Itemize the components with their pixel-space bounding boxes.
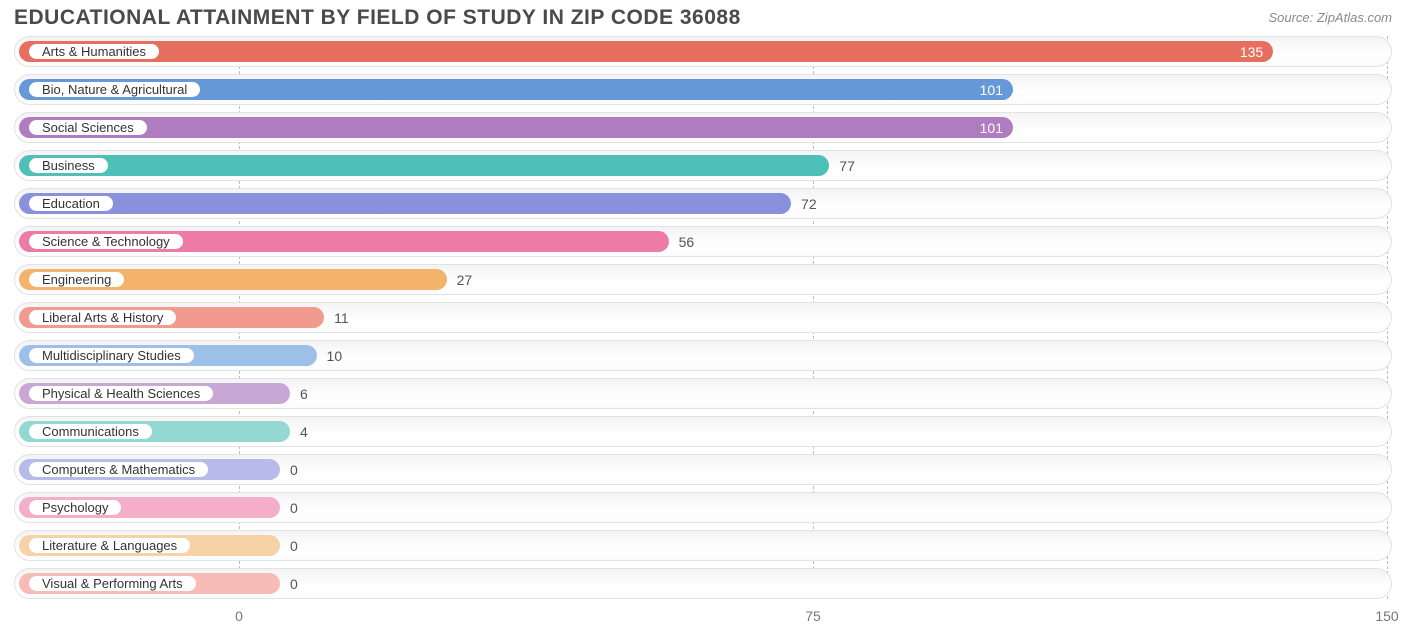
- x-tick-label: 75: [805, 608, 821, 624]
- bar-fill: [19, 155, 829, 176]
- bar-row: Liberal Arts & History 11: [14, 302, 1392, 333]
- category-pill: Visual & Performing Arts: [27, 574, 198, 593]
- bar-value-label: 10: [327, 341, 343, 370]
- bar-row: Social Sciences 101: [14, 112, 1392, 143]
- bar-fill: [19, 193, 791, 214]
- bar-row: Science & Technology 56: [14, 226, 1392, 257]
- bar-row: Visual & Performing Arts 0: [14, 568, 1392, 599]
- bar-fill: [19, 117, 1013, 138]
- category-pill: Arts & Humanities: [27, 42, 161, 61]
- bar-value-label: 0: [290, 455, 298, 484]
- category-pill: Literature & Languages: [27, 536, 192, 555]
- bar-row: Communications 4: [14, 416, 1392, 447]
- category-pill: Engineering: [27, 270, 126, 289]
- bar-row: Engineering 27: [14, 264, 1392, 295]
- bar-value-label: 0: [290, 493, 298, 522]
- category-pill: Communications: [27, 422, 154, 441]
- bar-value-label: 101: [980, 75, 1003, 104]
- bar-rows: Arts & Humanities 135 Bio, Nature & Agricu…: [14, 36, 1392, 599]
- category-pill: Multidisciplinary Studies: [27, 346, 196, 365]
- bar-row: Bio, Nature & Agricultural 101: [14, 74, 1392, 105]
- bar-value-label: 77: [839, 151, 855, 180]
- bar-value-label: 6: [300, 379, 308, 408]
- bar-row: Computers & Mathematics 0: [14, 454, 1392, 485]
- x-tick-label: 150: [1375, 608, 1398, 624]
- category-pill: Computers & Mathematics: [27, 460, 210, 479]
- category-pill: Education: [27, 194, 115, 213]
- bar-row: Multidisciplinary Studies 10: [14, 340, 1392, 371]
- bar-value-label: 4: [300, 417, 308, 446]
- bar-value-label: 27: [457, 265, 473, 294]
- bar-value-label: 11: [334, 303, 349, 332]
- bar-row: Physical & Health Sciences 6: [14, 378, 1392, 409]
- bar-row: Arts & Humanities 135: [14, 36, 1392, 67]
- header: EDUCATIONAL ATTAINMENT BY FIELD OF STUDY…: [0, 0, 1406, 30]
- chart-area: Arts & Humanities 135 Bio, Nature & Agricu…: [14, 36, 1392, 632]
- category-pill: Science & Technology: [27, 232, 185, 251]
- bar-row: Psychology 0: [14, 492, 1392, 523]
- bar-value-label: 101: [980, 113, 1003, 142]
- bar-fill: [19, 41, 1273, 62]
- category-pill: Liberal Arts & History: [27, 308, 178, 327]
- bar-row: Business 77: [14, 150, 1392, 181]
- bar-row: Literature & Languages 0: [14, 530, 1392, 561]
- bar-value-label: 0: [290, 569, 298, 598]
- category-pill: Social Sciences: [27, 118, 149, 137]
- x-axis: 075150: [14, 606, 1392, 632]
- category-pill: Physical & Health Sciences: [27, 384, 215, 403]
- chart-title: EDUCATIONAL ATTAINMENT BY FIELD OF STUDY…: [14, 6, 741, 30]
- bar-value-label: 135: [1240, 37, 1263, 66]
- x-tick-label: 0: [235, 608, 243, 624]
- category-pill: Business: [27, 156, 110, 175]
- bar-value-label: 56: [679, 227, 695, 256]
- bar-row: Education 72: [14, 188, 1392, 219]
- source-attribution: Source: ZipAtlas.com: [1268, 6, 1392, 25]
- category-pill: Bio, Nature & Agricultural: [27, 80, 202, 99]
- bar-value-label: 0: [290, 531, 298, 560]
- category-pill: Psychology: [27, 498, 123, 517]
- bar-value-label: 72: [801, 189, 817, 218]
